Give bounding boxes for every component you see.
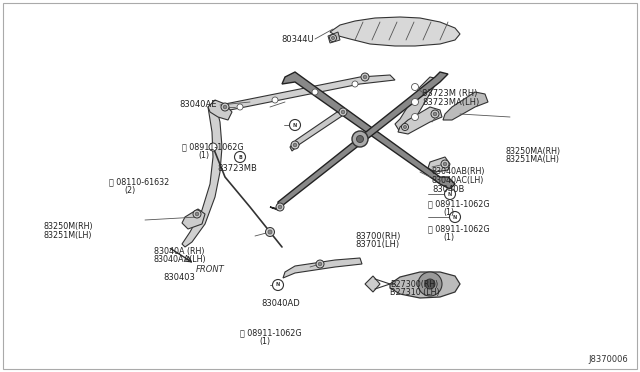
Text: (1): (1): [444, 233, 454, 242]
Text: N: N: [276, 282, 280, 288]
Circle shape: [293, 143, 297, 147]
Text: (1): (1): [198, 151, 209, 160]
Text: Ⓑ 08110-61632: Ⓑ 08110-61632: [109, 178, 169, 187]
Circle shape: [361, 73, 369, 81]
Circle shape: [193, 210, 201, 218]
Circle shape: [221, 103, 229, 111]
Circle shape: [330, 35, 337, 42]
Circle shape: [289, 119, 301, 131]
Text: 83040AC(LH): 83040AC(LH): [432, 176, 484, 185]
Circle shape: [291, 141, 299, 149]
Polygon shape: [270, 72, 448, 210]
Circle shape: [356, 135, 364, 142]
Text: 80344U: 80344U: [281, 35, 314, 44]
Text: Ⓝ 08911-1062G: Ⓝ 08911-1062G: [428, 199, 489, 208]
Circle shape: [449, 212, 461, 222]
Polygon shape: [182, 102, 222, 247]
Polygon shape: [328, 32, 340, 43]
Circle shape: [412, 99, 419, 106]
Text: 83700(RH): 83700(RH): [355, 232, 401, 241]
Text: 83040B: 83040B: [432, 185, 465, 194]
Circle shape: [352, 131, 368, 147]
Circle shape: [425, 279, 435, 289]
Polygon shape: [208, 100, 232, 120]
Polygon shape: [330, 17, 460, 46]
Polygon shape: [218, 75, 395, 116]
Circle shape: [272, 97, 278, 103]
Polygon shape: [398, 107, 442, 134]
Circle shape: [223, 105, 227, 109]
Text: (1): (1): [444, 208, 454, 217]
Text: 83040A (RH): 83040A (RH): [154, 247, 204, 256]
Circle shape: [433, 112, 436, 116]
Text: 83251MA(LH): 83251MA(LH): [506, 155, 559, 164]
Polygon shape: [395, 77, 438, 132]
Text: Ⓝ 08911-1062G: Ⓝ 08911-1062G: [240, 328, 301, 337]
Polygon shape: [283, 258, 362, 278]
Circle shape: [316, 260, 324, 268]
Circle shape: [341, 110, 345, 114]
Text: 83723MA(LH): 83723MA(LH): [422, 98, 479, 107]
Circle shape: [312, 89, 318, 95]
Circle shape: [332, 36, 335, 39]
Circle shape: [431, 110, 439, 118]
Circle shape: [441, 160, 449, 168]
Text: J8370006: J8370006: [588, 355, 628, 364]
Circle shape: [412, 113, 419, 121]
Text: B27300(RH): B27300(RH): [390, 280, 438, 289]
Polygon shape: [443, 92, 488, 120]
Circle shape: [443, 162, 447, 166]
Circle shape: [278, 205, 282, 209]
Circle shape: [445, 189, 456, 199]
Text: N: N: [448, 192, 452, 196]
Text: 83701(LH): 83701(LH): [355, 240, 399, 249]
Text: B: B: [238, 154, 242, 160]
Circle shape: [363, 75, 367, 79]
Circle shape: [209, 143, 217, 151]
Circle shape: [195, 212, 199, 216]
Circle shape: [401, 124, 408, 131]
Circle shape: [276, 203, 284, 211]
Text: Ⓝ 08911-1062G: Ⓝ 08911-1062G: [428, 224, 489, 233]
Text: 83040AE: 83040AE: [180, 100, 217, 109]
Text: Ⓝ 08911-1062G: Ⓝ 08911-1062G: [182, 142, 244, 151]
Circle shape: [352, 81, 358, 87]
Circle shape: [412, 83, 419, 90]
Text: 83250M(RH): 83250M(RH): [44, 222, 93, 231]
Text: 83250MA(RH): 83250MA(RH): [506, 147, 561, 156]
Polygon shape: [182, 209, 205, 229]
Text: N: N: [293, 122, 297, 128]
Polygon shape: [365, 276, 380, 292]
Text: (2): (2): [125, 186, 136, 195]
Circle shape: [266, 228, 275, 237]
Text: N: N: [453, 215, 457, 219]
Text: FRONT: FRONT: [196, 265, 225, 274]
Text: 83723MB: 83723MB: [218, 164, 257, 173]
Polygon shape: [428, 157, 450, 172]
Circle shape: [273, 279, 284, 291]
Text: 83040AA(LH): 83040AA(LH): [154, 255, 206, 264]
Polygon shape: [282, 72, 455, 189]
Circle shape: [234, 151, 246, 163]
Text: 83040AD: 83040AD: [261, 299, 300, 308]
Text: 830403: 830403: [163, 273, 195, 282]
Polygon shape: [390, 272, 460, 298]
Text: 83723M (RH): 83723M (RH): [422, 89, 478, 98]
Circle shape: [318, 262, 322, 266]
Text: (1): (1): [259, 337, 270, 346]
Circle shape: [268, 230, 272, 234]
Circle shape: [339, 108, 347, 116]
Circle shape: [418, 272, 442, 296]
Circle shape: [403, 125, 406, 129]
Polygon shape: [290, 110, 345, 151]
Text: 83040AB(RH): 83040AB(RH): [432, 167, 486, 176]
Text: 83251M(LH): 83251M(LH): [44, 231, 92, 240]
Circle shape: [237, 104, 243, 110]
Text: B27310 (LH): B27310 (LH): [390, 288, 440, 297]
